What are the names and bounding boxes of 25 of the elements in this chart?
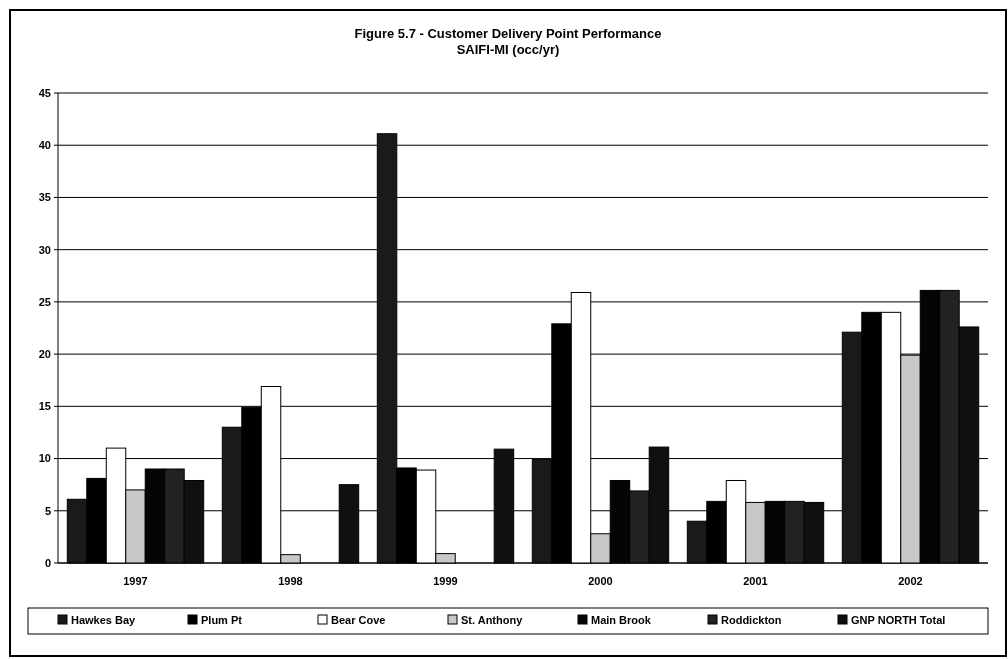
legend-label: St. Anthony — [461, 613, 524, 626]
x-tick-label: 1999 — [433, 575, 458, 587]
legend-label: Bear Cove — [331, 613, 386, 626]
y-tick-label: 10 — [38, 452, 51, 465]
y-tick-label: 30 — [38, 243, 51, 256]
legend-label: Plum Pt — [201, 613, 243, 626]
legend-label: Main Brook — [591, 613, 652, 626]
x-tick-label: 2002 — [898, 575, 923, 587]
y-tick-label: 15 — [38, 400, 51, 413]
y-tick-label: 35 — [38, 191, 51, 204]
legend-label: Hawkes Bay — [71, 613, 137, 626]
legend-label: Roddickton — [721, 613, 782, 626]
legend-label: GNP NORTH Total — [851, 613, 946, 626]
y-tick-label: 45 — [38, 86, 51, 99]
x-tick-label: 1998 — [278, 575, 303, 587]
x-tick-label: 2000 — [588, 575, 613, 587]
y-tick-label: 20 — [38, 347, 51, 360]
y-tick-label: 40 — [38, 139, 51, 152]
chart-subtitle: SAIFI-MI (occ/yr) — [456, 42, 560, 57]
y-tick-label: 0 — [44, 556, 51, 569]
y-tick-label: 5 — [44, 504, 51, 517]
y-tick-label: 25 — [38, 295, 51, 308]
chart-title: Figure 5.7 - Customer Delivery Point Performance — [354, 26, 662, 41]
x-tick-label: 2001 — [743, 575, 768, 587]
x-tick-label: 1997 — [123, 575, 148, 587]
